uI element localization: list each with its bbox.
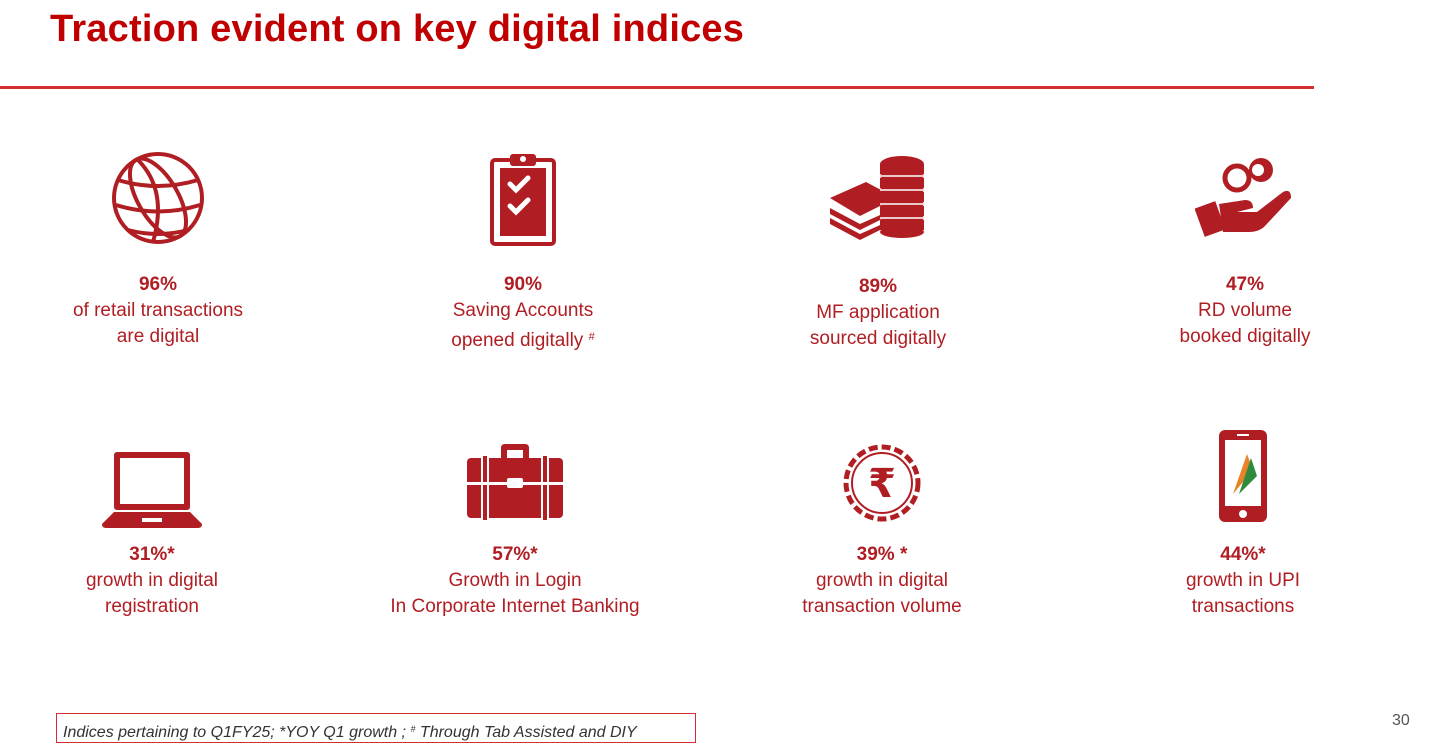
metric-text: 89% MF application sourced digitally [728,274,1028,352]
metric-label-line-2: In Corporate Internet Banking [390,596,640,617]
clipboard-checklist-icon [490,154,556,246]
metric-tile-retail-transactions: 96% of retail transactions are digital [8,140,308,360]
page-number: 30 [1392,712,1410,729]
metric-label-line-2: transactions [1191,596,1295,617]
metric-label-line-2: registration [105,596,199,617]
metric-text: 39% * growth in digital transaction volu… [732,542,1032,620]
metric-label-line-1: growth in UPI [1185,570,1301,591]
globe-icon [112,152,204,244]
metric-label-line-2: booked digitally [1179,326,1311,347]
cash-coins-stack-icon [830,156,924,240]
metric-label-line-1: of retail transactions [72,300,244,321]
metric-tile-saving-accounts: 90% Saving Accounts opened digitally # [373,140,673,360]
hash-marker: # [588,331,595,343]
metric-tile-mf-application: 89% MF application sourced digitally [728,140,1028,360]
metric-label-line-2: are digital [116,326,200,347]
metric-text: 47% RD volume booked digitally [1095,272,1395,350]
title-divider [0,86,1314,89]
metric-tile-transaction-volume: ₹ 39% * growth in digital transaction vo… [732,430,1032,630]
metric-label-line-1: RD volume [1198,300,1292,321]
metric-label-line-2: opened digitally # [373,324,673,354]
hand-coins-icon [1195,158,1291,237]
metric-tile-rd-volume: 47% RD volume booked digitally [1095,140,1395,360]
metric-value: 89% [858,276,898,297]
metric-label-line-1: growth in digital [85,570,219,591]
metric-value: 39% * [856,544,908,565]
footnote-text-part2: Through Tab Assisted and DIY [415,724,637,741]
metric-value: 47% [1225,274,1265,295]
footnote-text-part1: Indices pertaining to Q1FY25; *YOY Q1 gr… [63,724,411,741]
metric-tile-corporate-login: 57%* Growth in Login In Corporate Intern… [345,430,685,630]
metric-text: 57%* Growth in Login In Corporate Intern… [345,542,685,620]
metric-label-text: opened digitally [451,330,584,351]
metric-text: 90% Saving Accounts opened digitally # [373,272,673,354]
page-title: Traction evident on key digital indices [50,8,745,50]
rupee-badge-icon: ₹ [843,444,921,522]
metric-value: 44%* [1220,544,1266,565]
metric-value: 57%* [492,544,538,565]
metric-value: 90% [503,274,543,295]
metric-value: 31%* [129,544,175,565]
metric-text: 44%* growth in UPI transactions [1093,542,1393,620]
smartphone-upi-icon [1219,430,1267,522]
metric-label-line-1: growth in digital [815,570,949,591]
metric-tile-upi-transactions: 44%* growth in UPI transactions [1093,420,1393,630]
hash-marker: # [410,724,416,734]
footnote-box: Indices pertaining to Q1FY25; *YOY Q1 gr… [56,713,696,743]
metric-value: 96% [138,274,178,295]
metric-label-line-2: sourced digitally [809,328,947,349]
metric-label-line-1: MF application [816,302,940,323]
metric-text: 31%* growth in digital registration [2,542,302,620]
metric-label-line-1: Saving Accounts [452,300,594,321]
metric-text: 96% of retail transactions are digital [8,272,308,350]
metric-label-line-2: transaction volume [802,596,962,617]
metric-tile-digital-registration: 31%* growth in digital registration [2,430,302,630]
laptop-icon [102,452,202,528]
metric-label-line-1: Growth in Login [448,570,582,591]
svg-text:₹: ₹ [868,461,896,507]
briefcase-icon [467,444,563,520]
